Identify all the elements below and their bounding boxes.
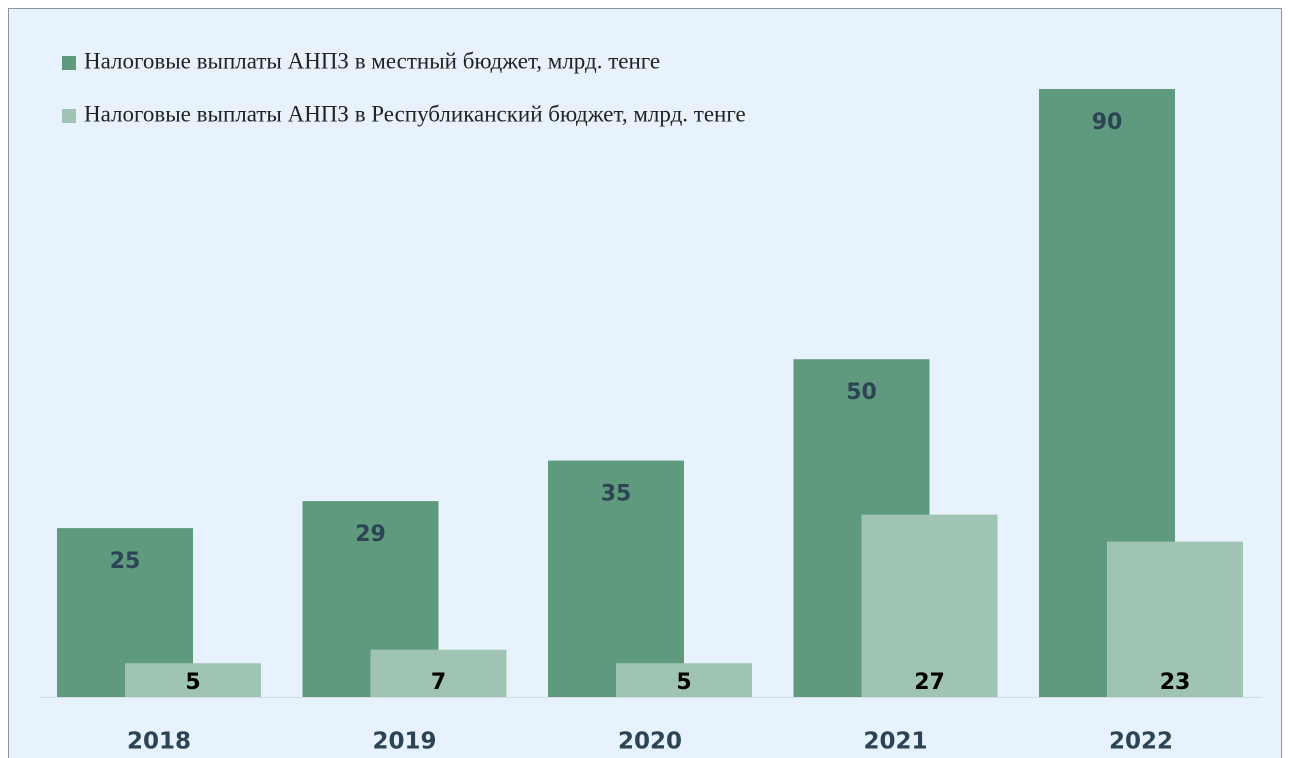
value-label: 25: [110, 549, 141, 574]
x-tick-label: 2020: [618, 729, 682, 755]
value-label: 7: [431, 670, 446, 695]
x-tick-label: 2021: [863, 729, 927, 755]
legend-label: Налоговые выплаты АНПЗ в местный бюджет,…: [84, 48, 660, 73]
bar: [548, 460, 684, 697]
x-tick-label: 2019: [372, 729, 436, 755]
value-label: 29: [355, 522, 386, 547]
value-label: 23: [1160, 670, 1191, 695]
legend-swatch: [62, 56, 76, 70]
bar: [125, 663, 261, 697]
bar: [370, 649, 507, 697]
value-label: 27: [914, 670, 945, 695]
value-label: 50: [846, 380, 877, 405]
bar: [861, 514, 998, 697]
legend-swatch: [62, 109, 76, 123]
x-tick-label: 2022: [1109, 729, 1173, 755]
value-label: 35: [601, 482, 632, 507]
bar: [1107, 541, 1243, 697]
value-label: 90: [1092, 110, 1123, 135]
value-label: 5: [185, 670, 200, 695]
bar: [616, 663, 752, 697]
value-label: 5: [676, 670, 691, 695]
x-tick-label: 2018: [127, 729, 191, 755]
legend-label: Налоговые выплаты АНПЗ в Республиканский…: [84, 101, 746, 126]
